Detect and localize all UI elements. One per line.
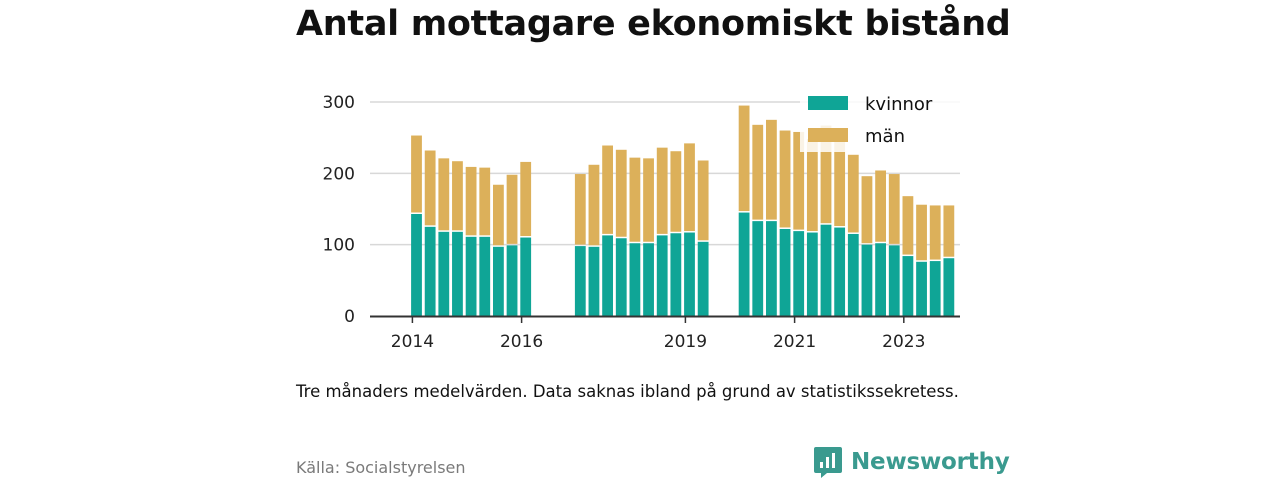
- axes: 0 100 200 300 2014 2016 2019 2021 2023: [323, 93, 960, 352]
- legend-label: män: [865, 126, 905, 147]
- brand-name: Newsworthy: [851, 449, 1010, 475]
- bar-man: [806, 139, 818, 232]
- bar-man: [452, 161, 463, 231]
- bar-kvinnor: [629, 243, 641, 316]
- bar-kvinnor: [493, 246, 504, 316]
- bars: [411, 105, 955, 316]
- x-tick-label: 2019: [664, 332, 707, 352]
- bar-kvinnor: [452, 231, 463, 316]
- bar-kvinnor: [656, 235, 668, 316]
- bar-man: [943, 205, 955, 257]
- bar-kvinnor: [847, 233, 859, 316]
- bar-man: [411, 135, 422, 213]
- bar-kvinnor: [438, 231, 450, 316]
- legend-swatch: [808, 96, 848, 110]
- bar-kvinnor: [684, 232, 695, 316]
- bar-kvinnor: [506, 245, 518, 316]
- newsworthy-icon: [814, 447, 842, 478]
- bar-man: [929, 205, 941, 260]
- stacked-bar-chart: 0 100 200 300 2014 2016 2019 2021 2023 kvinnor mä…: [322, 88, 960, 352]
- bar-kvinnor: [861, 244, 873, 316]
- bar-man: [629, 157, 641, 242]
- y-tick-label: 200: [323, 164, 355, 184]
- bar-kvinnor: [888, 245, 900, 316]
- bar-man: [615, 149, 627, 237]
- bar-kvinnor: [697, 241, 709, 316]
- bar-man: [643, 158, 654, 242]
- bar-kvinnor: [752, 221, 764, 316]
- bar-kvinnor: [875, 243, 886, 316]
- bar-kvinnor: [411, 213, 422, 316]
- legend-label: kvinnor: [865, 94, 933, 115]
- newsworthy-logo[interactable]: Newsworthy: [813, 445, 1010, 479]
- chart-note: Tre månaders medelvärden. Data saknas ib…: [296, 382, 959, 401]
- bar-kvinnor: [670, 233, 682, 316]
- bar-kvinnor: [602, 235, 613, 316]
- bar-man: [656, 147, 668, 234]
- y-tick-label: 100: [323, 236, 355, 256]
- x-tick-label: 2016: [500, 332, 543, 352]
- bar-man: [875, 170, 886, 242]
- bar-man: [916, 204, 927, 261]
- bar-kvinnor: [615, 238, 627, 316]
- chart-title: Antal mottagare ekonomiskt bistånd: [296, 4, 1011, 44]
- bar-man: [479, 167, 491, 236]
- x-tick-label: 2023: [882, 332, 925, 352]
- bar-man: [738, 105, 750, 212]
- bar-man: [574, 174, 586, 245]
- bar-kvinnor: [574, 246, 586, 316]
- bar-man: [902, 196, 914, 255]
- bar-man: [820, 125, 832, 224]
- bar-man: [684, 143, 695, 232]
- x-tick-label: 2014: [391, 332, 434, 352]
- bar-man: [520, 161, 532, 237]
- bar-kvinnor: [479, 236, 491, 316]
- y-tick-label: 300: [323, 93, 355, 113]
- bar-kvinnor: [424, 226, 436, 316]
- bar-kvinnor: [834, 227, 846, 316]
- bar-man: [697, 160, 709, 241]
- bar-man: [602, 145, 613, 234]
- bar-man: [888, 174, 900, 244]
- bar-kvinnor: [943, 258, 955, 316]
- bar-kvinnor: [929, 261, 941, 316]
- bar-man: [670, 151, 682, 232]
- legend-swatch: [808, 128, 848, 142]
- bar-man: [793, 131, 805, 230]
- bar-kvinnor: [916, 261, 927, 316]
- y-tick-label: 0: [344, 307, 355, 327]
- bar-kvinnor: [902, 256, 914, 316]
- bar-man: [424, 150, 436, 226]
- bar-man: [588, 164, 600, 246]
- bar-man: [847, 154, 859, 233]
- bar-kvinnor: [779, 228, 791, 316]
- bar-man: [834, 134, 846, 227]
- bar-kvinnor: [738, 212, 750, 316]
- bar-man: [861, 176, 873, 244]
- legend: kvinnor män: [800, 88, 960, 152]
- bar-kvinnor: [806, 232, 818, 316]
- bar-kvinnor: [588, 246, 600, 316]
- bar-man: [465, 166, 477, 236]
- bar-kvinnor: [465, 236, 477, 316]
- bar-kvinnor: [766, 221, 777, 316]
- bar-kvinnor: [820, 224, 832, 316]
- bar-kvinnor: [520, 237, 532, 316]
- bar-kvinnor: [643, 243, 654, 316]
- bar-man: [766, 119, 777, 220]
- bar-man: [506, 174, 518, 244]
- source-text: Källa: Socialstyrelsen: [296, 458, 466, 477]
- bar-man: [779, 130, 791, 228]
- bar-man: [493, 184, 504, 246]
- bar-kvinnor: [793, 231, 805, 316]
- bar-man: [752, 124, 764, 220]
- x-tick-label: 2021: [773, 332, 816, 352]
- bar-man: [438, 158, 450, 231]
